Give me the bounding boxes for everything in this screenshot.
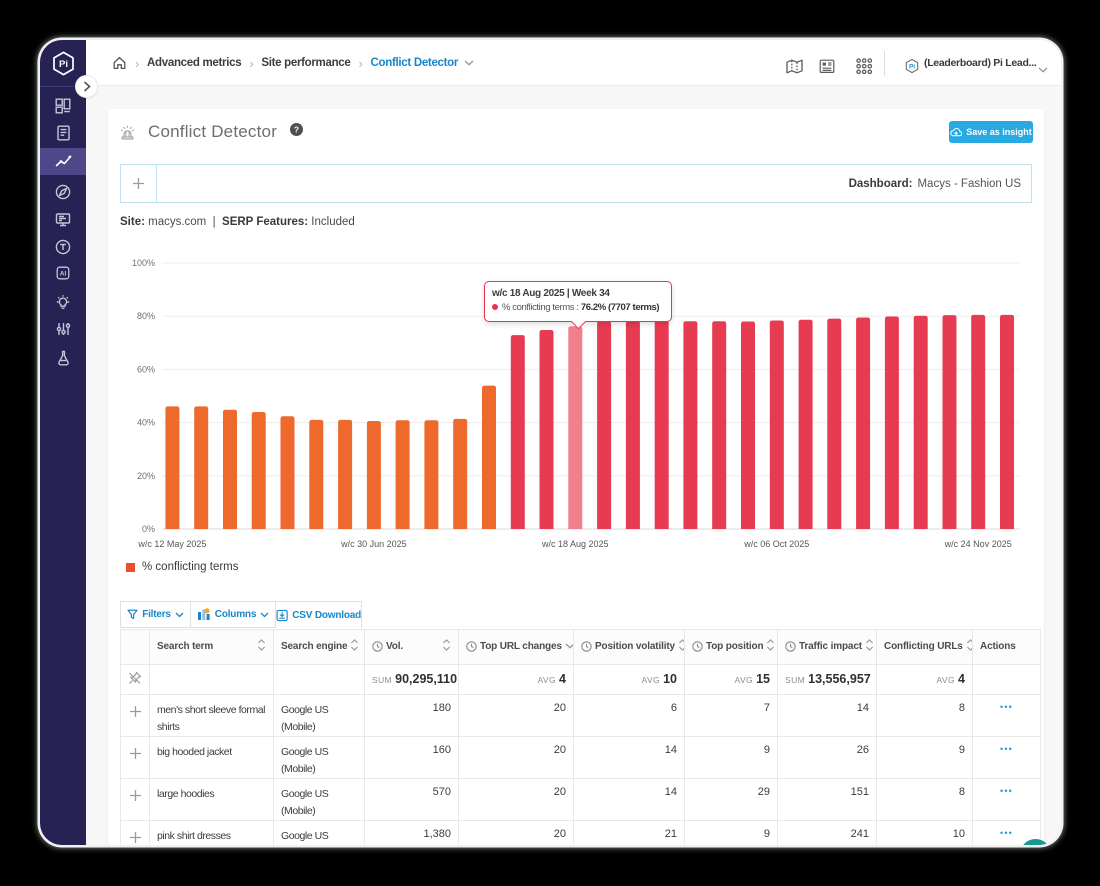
svg-text:Pi: Pi (59, 59, 68, 70)
svg-text:60%: 60% (137, 364, 155, 374)
svg-text:w/c 30 Jun 2025: w/c 30 Jun 2025 (340, 539, 407, 549)
svg-text:20%: 20% (137, 471, 155, 481)
svg-text:w/c 06 Oct 2025: w/c 06 Oct 2025 (743, 539, 809, 549)
svg-text:w/c 12 May 2025: w/c 12 May 2025 (137, 539, 206, 549)
svg-text:AI: AI (60, 271, 67, 278)
svg-text:?: ? (294, 125, 299, 135)
svg-text:80%: 80% (137, 311, 155, 321)
svg-text:w/c 18 Aug 2025: w/c 18 Aug 2025 (541, 539, 609, 549)
svg-text:w/c 24 Nov 2025: w/c 24 Nov 2025 (944, 539, 1012, 549)
svg-text:100%: 100% (132, 258, 155, 268)
svg-text:Pi: Pi (909, 63, 915, 70)
svg-text:0%: 0% (142, 524, 155, 534)
svg-text:40%: 40% (137, 418, 155, 428)
